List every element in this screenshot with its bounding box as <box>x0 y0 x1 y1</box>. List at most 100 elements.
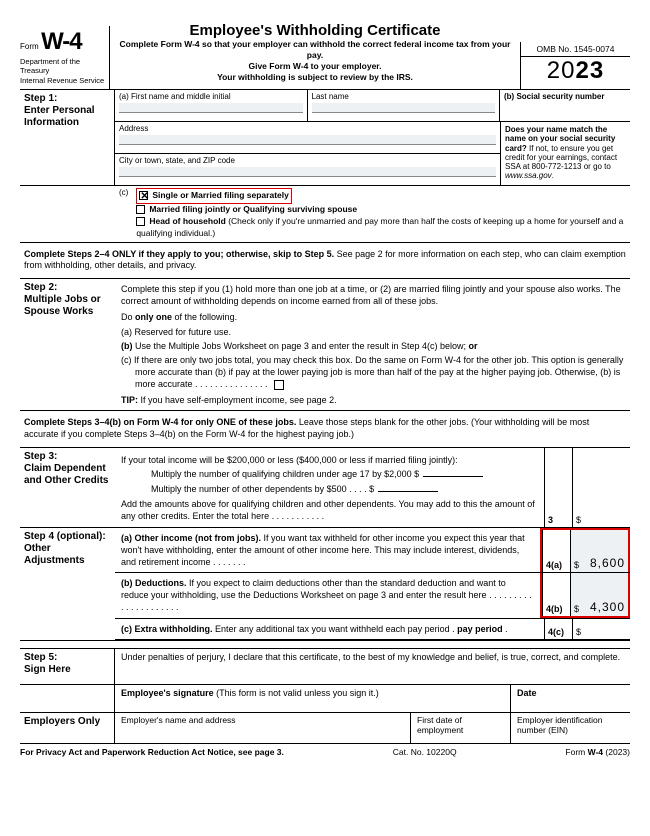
form-year: 2023 <box>521 57 630 85</box>
checkbox-hoh[interactable] <box>136 217 145 226</box>
title-box: Employee's Withholding Certificate Compl… <box>110 20 520 89</box>
employers-row: Employers Only Employer's name and addre… <box>20 713 630 744</box>
form-word: Form <box>20 42 39 51</box>
footer-right: Form W-4 (2023) <box>565 747 630 757</box>
step1-heading: Step 1: Enter Personal Information <box>20 90 115 185</box>
form-footer: For Privacy Act and Paperwork Reduction … <box>20 744 630 757</box>
employers-heading: Employers Only <box>20 713 115 743</box>
ssn-label: (b) Social security number <box>504 92 604 101</box>
step2-body: Complete this step if you (1) hold more … <box>115 279 630 410</box>
step5-decl: Under penalties of perjury, I declare th… <box>115 649 630 684</box>
step4b-val[interactable]: $4,300 <box>570 573 628 615</box>
first-name-label: (a) First name and middle initial <box>119 92 231 101</box>
single-label: Single or Married filing separately <box>152 190 289 200</box>
step4a-val[interactable]: $8,600 <box>570 530 628 572</box>
step4a-text: (a) Other income (not from jobs). If you… <box>115 528 540 572</box>
step4c-val[interactable]: $ <box>572 619 630 639</box>
checkbox-married[interactable] <box>136 205 145 214</box>
hoh-label: Head of household <box>149 216 228 226</box>
ssn-note: Does your name match the name on your so… <box>500 122 630 185</box>
step4b-text: (b) Deductions. If you expect to claim d… <box>115 573 540 617</box>
step5: Step 5: Sign Here Under penalties of per… <box>20 649 630 685</box>
dept-treasury: Department of the Treasury <box>20 58 105 75</box>
step4b-red: 4(b) $4,300 <box>540 573 630 617</box>
footer-left: For Privacy Act and Paperwork Reduction … <box>20 747 284 757</box>
step4b-box: 4(b) <box>542 573 570 615</box>
signature-row: Employee's signature (This form is not v… <box>20 685 630 713</box>
step3-l2: Multiply the number of qualifying childr… <box>121 468 538 481</box>
step4-body: (a) Other income (not from jobs). If you… <box>115 528 630 640</box>
form-header: Form W-4 Department of the Treasury Inte… <box>20 20 630 90</box>
first-date-field[interactable]: First date of employment <box>410 713 510 743</box>
city-label: City or town, state, and ZIP code <box>119 156 235 165</box>
step2-sub: Multiple Jobs or Spouse Works <box>24 294 111 318</box>
step3-label: Step 3: <box>24 451 111 463</box>
footer-mid: Cat. No. 10220Q <box>393 747 457 757</box>
step2-c-checkbox[interactable] <box>274 380 284 390</box>
step2-a: (a) Reserved for future use. <box>121 326 624 338</box>
step3-l1: If your total income will be $200,000 or… <box>121 454 538 467</box>
step4c-box: 4(c) <box>544 619 572 639</box>
married-label: Married filing jointly or Qualifying sur… <box>149 204 357 214</box>
step2: Step 2: Multiple Jobs or Spouse Works Co… <box>20 279 630 411</box>
year-prefix: 20 <box>547 57 576 84</box>
employer-name-field[interactable]: Employer's name and address <box>115 713 410 743</box>
status-married[interactable]: Married filing jointly or Qualifying sur… <box>134 204 626 216</box>
filing-status: (c) Single or Married filing separately … <box>20 185 630 242</box>
c-label: (c) <box>119 188 128 240</box>
step4-sub: Other Adjustments <box>24 543 111 567</box>
form-code: W-4 <box>41 28 82 55</box>
step1-sub: Enter Personal Information <box>24 105 110 129</box>
step3-l4: Add the amounts above for qualifying chi… <box>121 498 538 523</box>
para-steps34b: Complete Steps 3–4(b) on Form W-4 for on… <box>20 411 630 447</box>
first-name-field[interactable]: (a) First name and middle initial <box>115 90 308 121</box>
step4-label: Step 4 (optional): <box>24 531 111 543</box>
year-bold: 23 <box>576 57 605 84</box>
step4a-red: 4(a) $8,600 <box>540 528 630 572</box>
step4: Step 4 (optional): Other Adjustments (a)… <box>20 528 630 640</box>
checkbox-single[interactable] <box>139 191 148 200</box>
sub2: Give Form W-4 to your employer. <box>114 61 516 72</box>
form-id-box: Form W-4 Department of the Treasury Inte… <box>20 26 110 89</box>
last-name-label: Last name <box>312 92 349 101</box>
step5-sub: Sign Here <box>24 664 110 676</box>
step2-tip: TIP: If you have self-employment income,… <box>121 394 624 406</box>
last-name-field[interactable]: Last name <box>308 90 501 121</box>
form-w4: Form W-4 Department of the Treasury Inte… <box>20 20 630 757</box>
step3-box: 3 <box>544 448 572 527</box>
ein-field[interactable]: Employer identification number (EIN) <box>510 713 630 743</box>
step1-label: Step 1: <box>24 93 110 105</box>
step1: Step 1: Enter Personal Information (a) F… <box>20 90 630 243</box>
signature-field[interactable]: Employee's signature (This form is not v… <box>115 685 510 712</box>
step2-b: (b) Use the Multiple Jobs Worksheet on p… <box>121 340 624 352</box>
address-field[interactable]: Address <box>115 122 500 153</box>
address-label: Address <box>119 124 148 133</box>
status-hoh[interactable]: Head of household (Check only if you're … <box>134 216 626 240</box>
para-steps24: Complete Steps 2–4 ONLY if they apply to… <box>20 243 630 279</box>
sub1: Complete Form W-4 so that your employer … <box>114 39 516 61</box>
status-single[interactable]: Single or Married filing separately <box>134 188 626 204</box>
ssn-field[interactable]: (b) Social security number <box>500 90 630 121</box>
step3: Step 3: Claim Dependent and Other Credit… <box>20 448 630 528</box>
dept-irs: Internal Revenue Service <box>20 77 105 85</box>
sub3: Your withholding is subject to review by… <box>114 72 516 83</box>
od-amount[interactable] <box>378 491 438 492</box>
form-title: Employee's Withholding Certificate <box>114 22 516 39</box>
step4-heading: Step 4 (optional): Other Adjustments <box>20 528 115 640</box>
step3-body: If your total income will be $200,000 or… <box>115 448 544 527</box>
step4a-box: 4(a) <box>542 530 570 572</box>
city-field[interactable]: City or town, state, and ZIP code <box>115 154 500 185</box>
step2-intro: Complete this step if you (1) hold more … <box>121 283 624 307</box>
step3-sub: Claim Dependent and Other Credits <box>24 463 111 487</box>
step1-body: (a) First name and middle initial Last n… <box>115 90 630 185</box>
step3-heading: Step 3: Claim Dependent and Other Credit… <box>20 448 115 527</box>
step3-val[interactable]: $ <box>572 448 630 527</box>
step5-label: Step 5: <box>24 652 110 664</box>
date-field[interactable]: Date <box>510 685 630 712</box>
qc-amount[interactable] <box>423 476 483 477</box>
step2-heading: Step 2: Multiple Jobs or Spouse Works <box>20 279 115 410</box>
step3-l3: Multiply the number of other dependents … <box>121 483 538 496</box>
step4c-text: (c) Extra withholding. Enter any additio… <box>115 619 544 639</box>
step2-c: (c) If there are only two jobs total, yo… <box>121 354 624 390</box>
omb-number: OMB No. 1545-0074 <box>521 44 630 57</box>
